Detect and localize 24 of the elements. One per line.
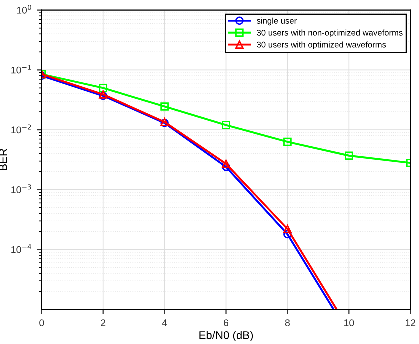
point xyxy=(345,152,354,160)
x-tick-label: 2 xyxy=(101,320,106,326)
legend-label: 30 users with optimized waveforms xyxy=(257,42,386,50)
point xyxy=(222,121,230,130)
point xyxy=(160,102,169,111)
legend-label: 30 users with non-optimized waveforms xyxy=(257,30,403,38)
point xyxy=(284,225,292,234)
point xyxy=(222,160,230,168)
legend-label: single user xyxy=(257,18,297,26)
x-tick-label: 6 xyxy=(224,320,229,326)
x-tick-label: 12 xyxy=(406,320,416,326)
x-tick-label: 8 xyxy=(285,320,290,326)
y-tick-label: 10$^{−4}$ xyxy=(12,244,32,254)
x-tick-label: 0 xyxy=(40,320,44,326)
y-axis-title: BER xyxy=(0,149,8,170)
y-tick-label: 10$^{−3}$ xyxy=(12,184,32,194)
y-tick-label: 10$^{0}$ xyxy=(17,4,32,14)
y-tick-label: 10$^{−2}$ xyxy=(12,124,32,134)
x-tick-label: 10 xyxy=(344,320,354,326)
y-tick-label: 10$^{−1}$ xyxy=(12,64,32,74)
point xyxy=(99,84,108,92)
x-axis-title: Eb/N0 (dB) xyxy=(200,331,254,342)
x-tick-label: 4 xyxy=(162,320,168,326)
point xyxy=(284,138,292,146)
